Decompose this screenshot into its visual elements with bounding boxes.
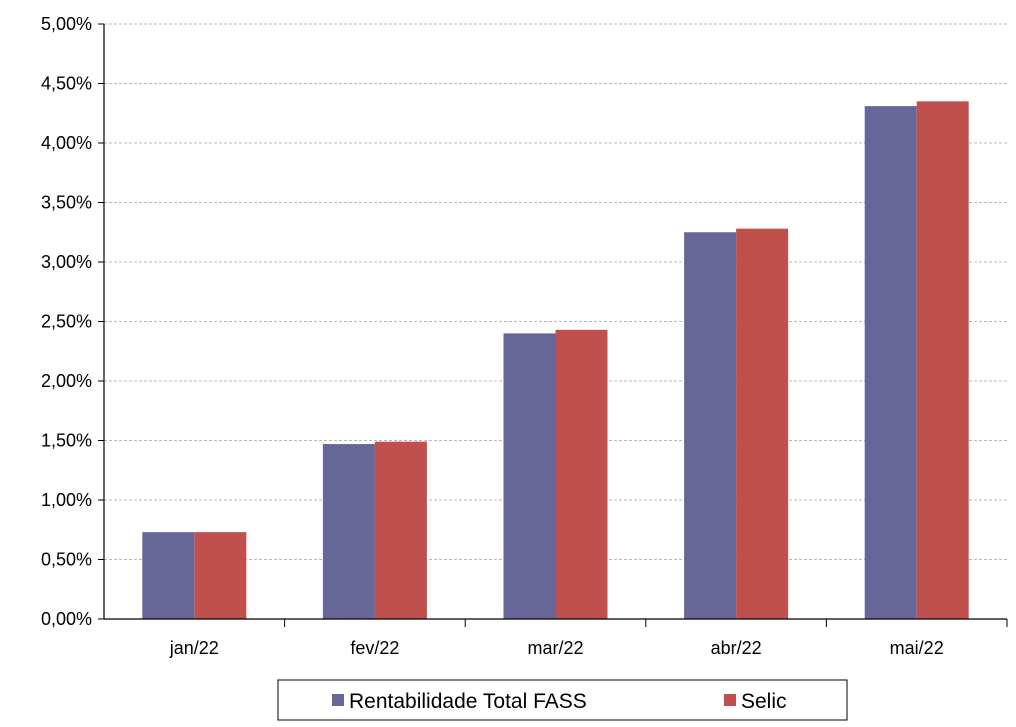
y-tick-label: 5,00%: [41, 14, 92, 34]
y-tick-label: 4,00%: [41, 133, 92, 153]
bar-selic: [736, 228, 789, 619]
tick-labels: 0,00% 0,50% 1,00% 1,50% 2,00% 2,50% 3,00% 3,50%…: [41, 14, 944, 658]
bar-rentabilidade: [142, 532, 195, 619]
axes: [98, 23, 1008, 627]
y-tick-label: 3,50%: [41, 193, 92, 213]
bar-rentabilidade: [322, 444, 375, 619]
y-tick-label: 0,50%: [41, 550, 92, 570]
y-tick-label: 0,00%: [41, 609, 92, 629]
gridlines: [104, 23, 1007, 560]
y-tick-label: 1,00%: [41, 490, 92, 510]
bar-rentabilidade: [864, 106, 917, 620]
bars: [142, 101, 969, 620]
legend-swatch: [332, 694, 344, 706]
x-tick-label: abr/22: [711, 638, 762, 658]
bar-rentabilidade: [684, 232, 737, 619]
x-tick-label: mar/22: [527, 638, 583, 658]
x-tick-label: mai/22: [890, 638, 944, 658]
y-tick-label: 2,50%: [41, 312, 92, 332]
x-tick-label: fev/22: [350, 638, 399, 658]
bar-selic: [916, 101, 969, 620]
y-tick-label: 3,00%: [41, 252, 92, 272]
legend-swatch: [724, 694, 736, 706]
x-tick-label: jan/22: [169, 638, 219, 658]
legend-label: Rentabilidade Total FASS: [349, 690, 587, 713]
legend-label: Selic: [741, 690, 787, 713]
y-tick-label: 4,50%: [41, 74, 92, 94]
bar-selic: [555, 329, 608, 619]
bar-selic: [374, 441, 427, 619]
y-tick-label: 1,50%: [41, 431, 92, 451]
y-tick-label: 2,00%: [41, 371, 92, 391]
bar-rentabilidade: [503, 333, 556, 619]
legend-box: [277, 679, 848, 721]
legend: Rentabilidade Total FASS Selic: [277, 679, 848, 721]
bar-selic: [194, 532, 247, 619]
